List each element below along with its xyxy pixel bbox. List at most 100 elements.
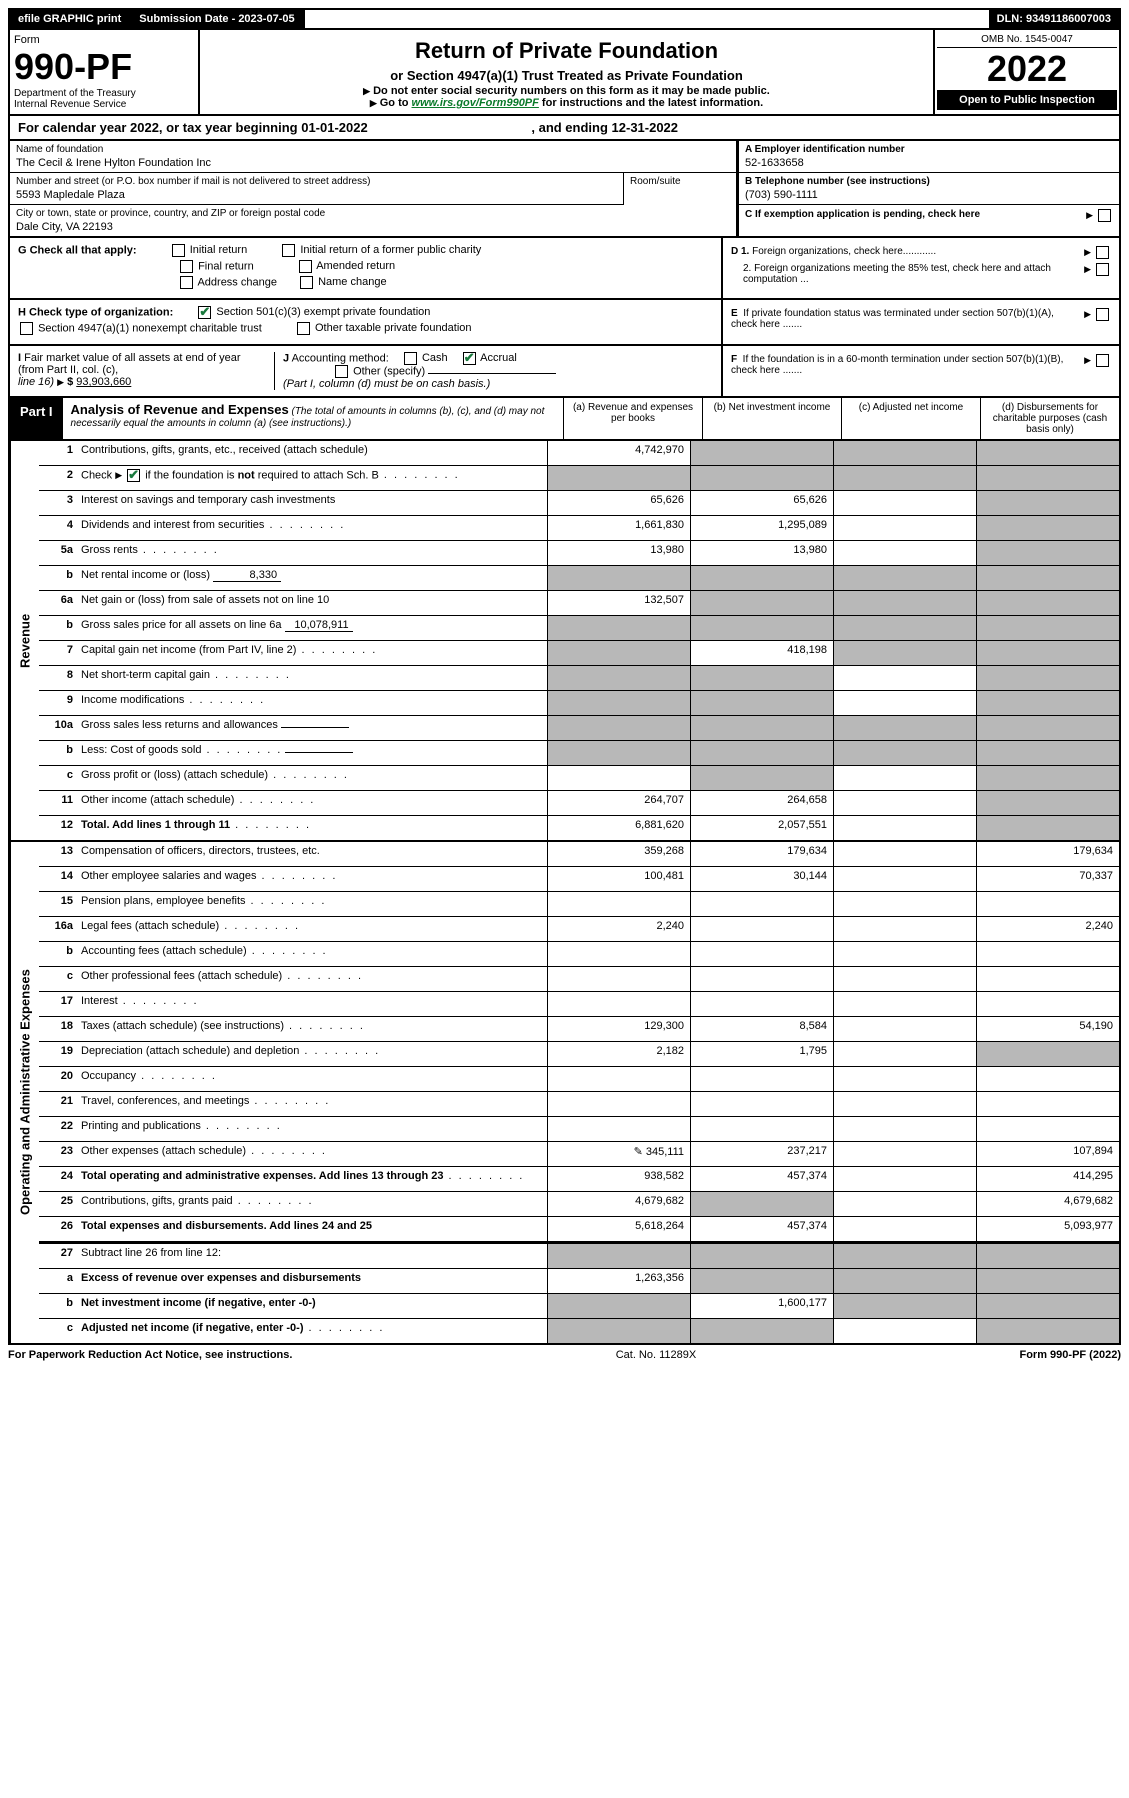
table-row: 25Contributions, gifts, grants paid4,679…	[39, 1192, 1119, 1217]
table-row: 6aNet gain or (loss) from sale of assets…	[39, 591, 1119, 616]
table-row: 22Printing and publications	[39, 1117, 1119, 1142]
table-row: cAdjusted net income (if negative, enter…	[39, 1319, 1119, 1343]
table-row: bLess: Cost of goods sold	[39, 741, 1119, 766]
opex-vlabel: Operating and Administrative Expenses	[10, 842, 39, 1343]
col-c-header: (c) Adjusted net income	[841, 398, 980, 439]
foundation-city: Dale City, VA 22193	[16, 219, 730, 233]
address-change-checkbox[interactable]	[180, 276, 193, 289]
form-number: 990-PF	[14, 46, 194, 88]
open-public: Open to Public Inspection	[937, 90, 1117, 110]
exemption-checkbox[interactable]	[1098, 209, 1111, 222]
form-title: Return of Private Foundation	[208, 38, 925, 64]
table-row: 21Travel, conferences, and meetings	[39, 1092, 1119, 1117]
instr-1: Do not enter social security numbers on …	[208, 85, 925, 97]
pencil-icon[interactable]: ✎	[634, 1145, 643, 1158]
irs: Internal Revenue Service	[14, 99, 194, 110]
table-row: 1Contributions, gifts, grants, etc., rec…	[39, 441, 1119, 466]
name-cell: Name of foundation The Cecil & Irene Hyl…	[10, 141, 736, 173]
terminated-checkbox[interactable]	[1096, 308, 1109, 321]
schb-checkbox[interactable]	[127, 469, 140, 482]
check-section-h: H Check type of organization: Section 50…	[8, 300, 1121, 346]
foundation-name: The Cecil & Irene Hylton Foundation Inc	[16, 155, 730, 169]
table-row: bNet rental income or (loss) 8,330	[39, 566, 1119, 591]
ein: 52-1633658	[745, 155, 1113, 169]
form990pf-link[interactable]: www.irs.gov/Form990PF	[412, 97, 539, 109]
check-section-ij: I I Fair market value of all assets at e…	[8, 346, 1121, 398]
table-row: 19Depreciation (attach schedule) and dep…	[39, 1042, 1119, 1067]
foreign-85-checkbox[interactable]	[1096, 263, 1109, 276]
room-cell: Room/suite	[624, 173, 736, 205]
cash-checkbox[interactable]	[404, 352, 417, 365]
table-row: 5aGross rents13,98013,980	[39, 541, 1119, 566]
table-row: 3Interest on savings and temporary cash …	[39, 491, 1119, 516]
name-change-checkbox[interactable]	[300, 276, 313, 289]
part1-label: Part I	[10, 398, 63, 439]
table-row: 9Income modifications	[39, 691, 1119, 716]
foreign-org-checkbox[interactable]	[1096, 246, 1109, 259]
4947-checkbox[interactable]	[20, 322, 33, 335]
accrual-checkbox[interactable]	[463, 352, 476, 365]
col-b-header: (b) Net investment income	[702, 398, 841, 439]
exemption-pending: C If exemption application is pending, c…	[739, 205, 1119, 226]
table-row: bAccounting fees (attach schedule)	[39, 942, 1119, 967]
table-row: 8Net short-term capital gain	[39, 666, 1119, 691]
form-header: Form 990-PF Department of the Treasury I…	[8, 30, 1121, 116]
table-row: 23Other expenses (attach schedule)✎ 345,…	[39, 1142, 1119, 1167]
initial-return-checkbox[interactable]	[172, 244, 185, 257]
submission-date: Submission Date - 2023-07-05	[131, 10, 304, 28]
table-row: 27Subtract line 26 from line 12:	[39, 1242, 1119, 1269]
table-row: 13Compensation of officers, directors, t…	[39, 842, 1119, 867]
other-taxable-checkbox[interactable]	[297, 322, 310, 335]
footer-right: Form 990-PF (2022)	[1019, 1349, 1121, 1361]
60month-checkbox[interactable]	[1096, 354, 1109, 367]
tax-year: 2022	[937, 48, 1117, 90]
501c3-checkbox[interactable]	[198, 306, 211, 319]
omb: OMB No. 1545-0047	[937, 32, 1117, 48]
check-section-g: G Check all that apply: Initial return I…	[8, 238, 1121, 300]
address-cell: Number and street (or P.O. box number if…	[10, 173, 624, 205]
table-row: 16aLegal fees (attach schedule)2,2402,24…	[39, 917, 1119, 942]
top-bar: efile GRAPHIC print Submission Date - 20…	[8, 8, 1121, 30]
table-row: 11Other income (attach schedule)264,7072…	[39, 791, 1119, 816]
table-row: bNet investment income (if negative, ent…	[39, 1294, 1119, 1319]
initial-former-checkbox[interactable]	[282, 244, 295, 257]
table-row: 15Pension plans, employee benefits	[39, 892, 1119, 917]
amended-checkbox[interactable]	[299, 260, 312, 273]
fmv-value: 93,903,660	[76, 376, 131, 388]
part1-header: Part I Analysis of Revenue and Expenses …	[8, 398, 1121, 441]
table-row: 2Check if the foundation is not required…	[39, 466, 1119, 491]
table-row: 10aGross sales less returns and allowanc…	[39, 716, 1119, 741]
table-row: 26Total expenses and disbursements. Add …	[39, 1217, 1119, 1242]
table-row: cOther professional fees (attach schedul…	[39, 967, 1119, 992]
footer-center: Cat. No. 11289X	[616, 1349, 697, 1361]
other-method-checkbox[interactable]	[335, 365, 348, 378]
table-row: 20Occupancy	[39, 1067, 1119, 1092]
col-a-header: (a) Revenue and expenses per books	[563, 398, 702, 439]
footer-left: For Paperwork Reduction Act Notice, see …	[8, 1349, 292, 1361]
final-return-checkbox[interactable]	[180, 260, 193, 273]
header-left: Form 990-PF Department of the Treasury I…	[10, 30, 200, 114]
table-row: bGross sales price for all assets on lin…	[39, 616, 1119, 641]
ein-cell: A Employer identification number 52-1633…	[739, 141, 1119, 173]
dln: DLN: 93491186007003	[989, 10, 1119, 28]
phone: (703) 590-1111	[745, 187, 1113, 201]
phone-cell: B Telephone number (see instructions) (7…	[739, 173, 1119, 205]
header-right: OMB No. 1545-0047 2022 Open to Public In…	[933, 30, 1119, 114]
table-row: 14Other employee salaries and wages100,4…	[39, 867, 1119, 892]
page-footer: For Paperwork Reduction Act Notice, see …	[8, 1345, 1121, 1365]
table-row: 4Dividends and interest from securities1…	[39, 516, 1119, 541]
city-cell: City or town, state or province, country…	[10, 205, 736, 236]
table-row: 17Interest	[39, 992, 1119, 1017]
revenue-table: Revenue 1Contributions, gifts, grants, e…	[8, 441, 1121, 842]
form-word: Form	[14, 34, 194, 46]
table-row: 12Total. Add lines 1 through 116,881,620…	[39, 816, 1119, 840]
dept-treasury: Department of the Treasury	[14, 88, 194, 99]
table-row: cGross profit or (loss) (attach schedule…	[39, 766, 1119, 791]
instr-2: Go to www.irs.gov/Form990PF for instruct…	[208, 97, 925, 109]
form-subtitle: or Section 4947(a)(1) Trust Treated as P…	[208, 68, 925, 83]
efile-label: efile GRAPHIC print	[10, 10, 131, 28]
foundation-info: Name of foundation The Cecil & Irene Hyl…	[8, 141, 1121, 238]
revenue-vlabel: Revenue	[10, 441, 39, 840]
opex-table: Operating and Administrative Expenses 13…	[8, 842, 1121, 1345]
header-center: Return of Private Foundation or Section …	[200, 30, 933, 114]
